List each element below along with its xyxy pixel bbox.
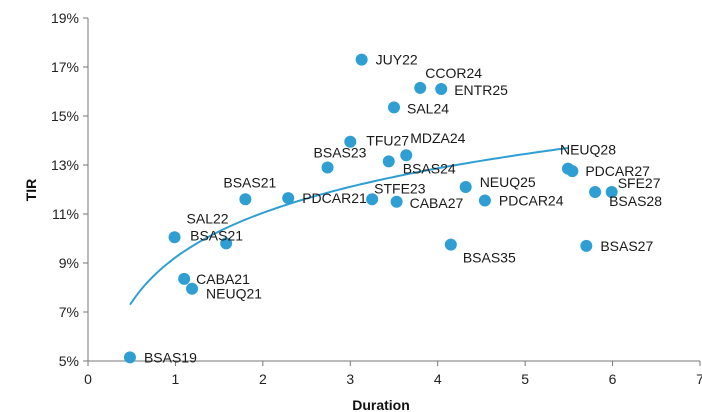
x-tick-label: 0 — [84, 371, 92, 387]
x-axis-label: Duration — [352, 397, 410, 412]
x-tick-label: 5 — [521, 371, 529, 387]
data-point — [321, 161, 334, 174]
point-label: BSAS28 — [609, 193, 662, 209]
y-axis-label: TIR — [23, 179, 39, 202]
data-point — [400, 149, 413, 162]
axes — [87, 18, 700, 362]
point-label: CABA27 — [410, 195, 464, 211]
data-point — [444, 238, 457, 251]
y-tick-label: 19% — [51, 10, 79, 26]
data-point — [355, 53, 368, 66]
data-point — [282, 192, 295, 205]
trendline-group — [129, 146, 570, 306]
point-label: PDCAR21 — [302, 190, 367, 206]
y-tick-label: 11% — [52, 206, 79, 222]
data-points — [123, 53, 618, 364]
point-label: BSAS21 — [190, 227, 243, 243]
x-tick-label: 4 — [434, 371, 442, 387]
point-label: STFE23 — [374, 180, 426, 196]
point-label: BSAS21 — [223, 174, 276, 190]
point-labels: BSAS19SAL22BSAS21CABA21NEUQ21BSAS21PDCAR… — [144, 52, 662, 366]
point-label: SFE27 — [618, 175, 661, 191]
data-point — [123, 351, 136, 364]
data-point — [478, 194, 491, 207]
data-point — [186, 282, 199, 295]
data-point — [390, 195, 403, 208]
x-tick-label: 7 — [696, 371, 702, 387]
data-point — [414, 81, 427, 94]
data-point — [388, 101, 400, 114]
data-point — [344, 135, 357, 148]
data-point — [605, 185, 618, 198]
x-tick-label: 1 — [172, 371, 180, 387]
point-label: NEUQ21 — [206, 286, 262, 302]
data-point — [435, 83, 448, 96]
point-label: SAL22 — [187, 210, 229, 226]
point-label: PDCAR24 — [499, 193, 564, 209]
point-label: NEUQ28 — [560, 142, 616, 158]
point-label: ENTR25 — [454, 82, 508, 98]
point-label: JUY22 — [376, 52, 418, 68]
data-point — [220, 237, 233, 250]
point-label: PDCAR27 — [585, 163, 650, 179]
x-tick-label: 6 — [609, 371, 617, 387]
y-ticks: 5% 7% 9% 11% 13% 15% 17% 19% — [51, 10, 88, 369]
point-label: BSAS27 — [600, 238, 653, 254]
point-label: NEUQ25 — [480, 174, 536, 190]
data-point — [589, 185, 602, 198]
data-point — [459, 181, 472, 194]
x-tick-label: 2 — [259, 371, 267, 387]
y-tick-label: 15% — [51, 108, 79, 124]
point-label: SAL24 — [407, 100, 449, 116]
point-label: BSAS35 — [463, 250, 516, 266]
x-tick-label: 3 — [346, 371, 354, 387]
data-point — [382, 155, 395, 168]
x-ticks: 0 1 2 3 4 5 6 7 — [84, 361, 702, 387]
point-label: MDZA24 — [410, 130, 465, 146]
point-label: BSAS19 — [144, 349, 197, 365]
data-point — [580, 239, 593, 252]
point-label: CCOR24 — [425, 65, 482, 81]
data-point — [178, 272, 191, 285]
data-point — [168, 231, 181, 244]
y-tick-label: 13% — [51, 157, 79, 173]
point-label: CABA21 — [196, 271, 250, 287]
data-point — [366, 193, 379, 206]
trendline — [129, 146, 570, 306]
data-point — [566, 165, 579, 178]
y-tick-label: 9% — [59, 255, 79, 271]
y-tick-label: 5% — [59, 353, 79, 369]
point-label: BSAS24 — [403, 160, 456, 176]
data-point — [239, 193, 252, 206]
point-label: BSAS23 — [314, 144, 367, 160]
point-label: TFU27 — [366, 133, 409, 149]
y-tick-label: 17% — [51, 59, 79, 75]
y-tick-label: 7% — [59, 304, 79, 320]
